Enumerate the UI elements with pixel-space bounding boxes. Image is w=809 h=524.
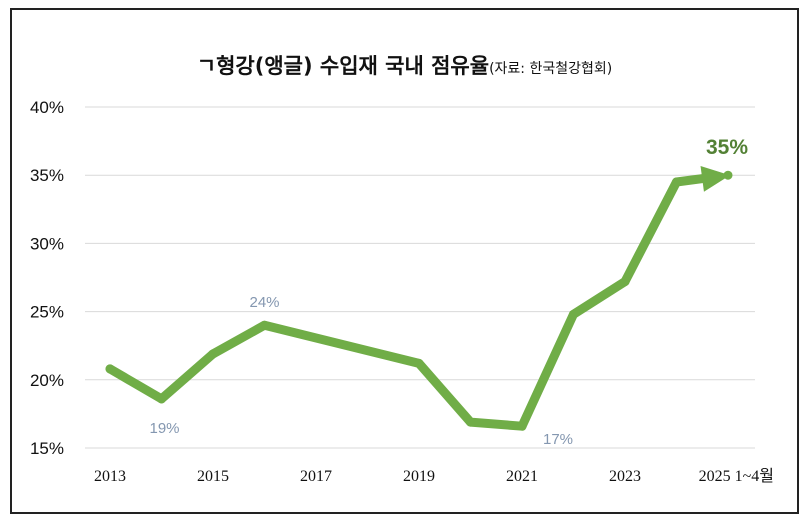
x-tick-label: 2023 — [609, 468, 641, 485]
data-point — [414, 358, 424, 368]
y-tick-label: 15% — [30, 439, 64, 458]
y-tick-label: 40% — [30, 98, 64, 117]
chart-source-note: (자료: 한국철강협회) — [489, 61, 613, 77]
data-point — [260, 320, 269, 330]
data-label: 19% — [149, 420, 179, 437]
end-value-label: 35% — [706, 136, 748, 159]
gridlines — [85, 106, 755, 449]
data-labels: 19% 24% 17% 35% — [149, 136, 748, 448]
series-layer — [105, 165, 733, 431]
x-tick-label: 2025 1~4월 — [699, 467, 774, 485]
data-label: 24% — [249, 294, 279, 311]
data-point — [569, 309, 578, 319]
x-tick-label: 2013 — [94, 468, 126, 485]
data-point — [672, 177, 681, 187]
data-point — [208, 349, 218, 359]
x-tick-label: 2017 — [300, 468, 332, 485]
y-tick-label: 25% — [30, 303, 64, 322]
series-line — [105, 172, 716, 431]
chart-title: ㄱ형강(앵글) 수입재 국내 점유율(자료: 한국철강협회) — [0, 50, 809, 80]
y-tick-label: 20% — [30, 371, 64, 390]
x-axis-ticks: 2013 2015 2017 2019 2021 2023 2025 1~4월 — [94, 467, 774, 485]
data-point — [466, 417, 475, 427]
x-tick-label: 2019 — [403, 468, 435, 485]
chart-title-main: ㄱ형강(앵글) 수입재 국내 점유율 — [196, 54, 490, 78]
x-tick-label: 2021 — [506, 468, 538, 485]
data-point — [105, 364, 115, 374]
data-point — [620, 277, 630, 287]
data-point — [723, 170, 733, 180]
y-tick-label: 30% — [30, 234, 64, 253]
data-label: 17% — [543, 431, 573, 448]
data-point — [517, 421, 527, 431]
data-point — [157, 394, 166, 404]
y-axis-ticks: 15% 20% 25% 30% 35% 40% — [30, 98, 64, 458]
series-arrowhead — [700, 165, 730, 192]
chart-frame — [10, 8, 799, 514]
y-tick-label: 35% — [30, 166, 64, 185]
x-tick-label: 2015 — [197, 468, 229, 485]
